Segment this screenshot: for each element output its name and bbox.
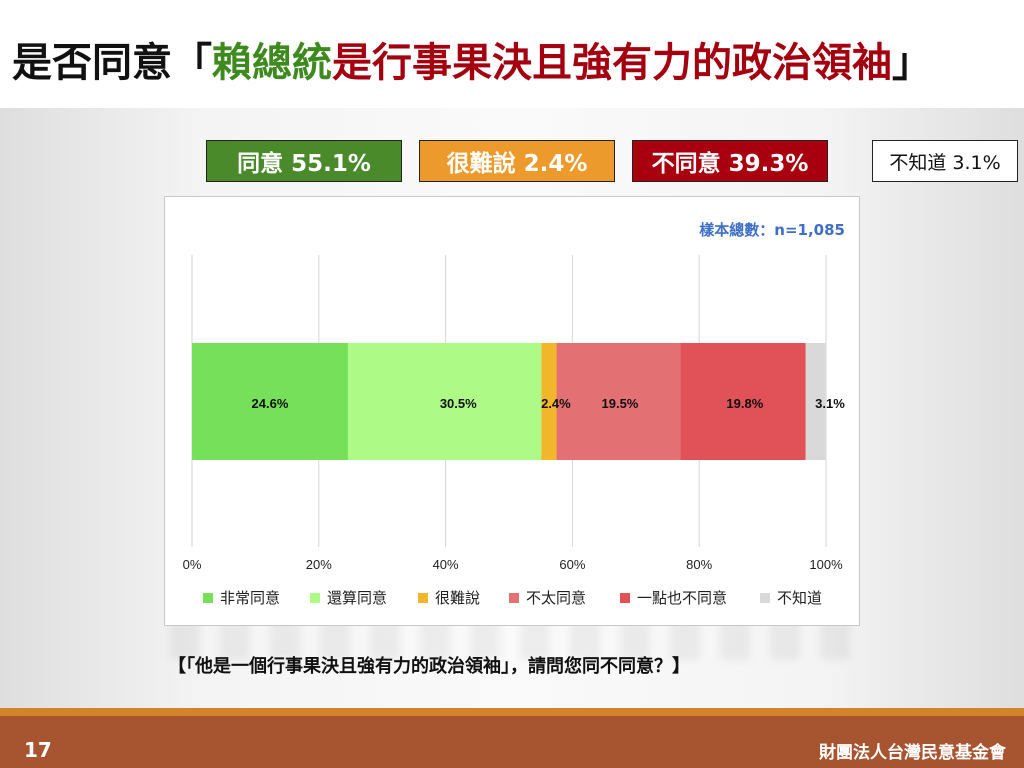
background-watermark bbox=[170, 620, 860, 660]
x-tick-label-2: 40% bbox=[433, 557, 459, 572]
data-label-4: 19.8% bbox=[726, 396, 763, 411]
x-tick-label-1: 20% bbox=[306, 557, 332, 572]
legend-swatch-1 bbox=[310, 593, 320, 603]
title-suffix: 」 bbox=[892, 40, 932, 86]
x-tick-label-5: 100% bbox=[809, 557, 843, 572]
bar-segment-4 bbox=[680, 343, 806, 460]
slide-header: 是否同意「賴總統是行事果決且強有力的政治領袖」 bbox=[0, 0, 1024, 108]
summary-hard-to-say-box: 很難說 2.4% bbox=[419, 140, 615, 182]
summary-unknown-box: 不知道 3.1% bbox=[872, 140, 1018, 182]
bar-segment-1 bbox=[347, 343, 542, 460]
stacked-bar-chart: 0% 20% 40% 60% 80% 100% 24.6% 30.5% 2.4% 19.5% 19.… bbox=[183, 255, 845, 607]
x-tick-label-3: 60% bbox=[559, 557, 585, 572]
summary-disagree-box: 不同意 39.3% bbox=[632, 140, 828, 182]
bar-segment-5 bbox=[805, 343, 826, 460]
page-number: 17 bbox=[24, 738, 52, 762]
title-prefix: 是否同意「 bbox=[12, 40, 212, 86]
legend-swatch-5 bbox=[760, 593, 770, 603]
bar-segment-0 bbox=[192, 343, 348, 460]
legend-label-4: 一點也不同意 bbox=[637, 589, 727, 607]
legend-swatch-2 bbox=[418, 593, 428, 603]
organization-name: 財團法人台灣民意基金會 bbox=[819, 743, 1006, 763]
legend-swatch-4 bbox=[620, 593, 630, 603]
data-label-3: 19.5% bbox=[602, 396, 639, 411]
data-label-0: 24.6% bbox=[252, 396, 289, 411]
x-tick-label-4: 80% bbox=[686, 557, 712, 572]
title-highlight-red: 是行事果決且強有力的政治領袖 bbox=[332, 40, 892, 86]
x-tick-label-0: 0% bbox=[183, 557, 202, 572]
title-highlight-green: 賴總統 bbox=[212, 40, 332, 86]
slide-footer: 17 財團法人台灣民意基金會 bbox=[0, 708, 1024, 768]
data-label-5: 3.1% bbox=[815, 396, 845, 411]
legend-label-1: 還算同意 bbox=[327, 589, 387, 607]
summary-agree-box: 同意 55.1% bbox=[206, 140, 402, 182]
survey-question: 【「他是一個行事果決且強有力的政治領袖」，請問您同不同意？】 bbox=[168, 656, 690, 677]
legend-swatch-0 bbox=[203, 593, 213, 603]
bar-segment-3 bbox=[556, 343, 681, 460]
slide-title: 是否同意「賴總統是行事果決且強有力的政治領袖」 bbox=[12, 30, 932, 88]
data-label-2: 2.4% bbox=[541, 396, 571, 411]
legend-label-3: 不太同意 bbox=[526, 589, 586, 607]
legend-label-2: 很難說 bbox=[435, 589, 480, 607]
legend-label-0: 非常同意 bbox=[220, 589, 280, 607]
chart-panel: 樣本總數：n=1,085 0% 20% 40% 60% 80% 100% 24.6% 30.5… bbox=[164, 196, 860, 626]
bar-segment-2 bbox=[541, 343, 557, 460]
legend-label-5: 不知道 bbox=[777, 589, 822, 607]
data-label-1: 30.5% bbox=[440, 396, 477, 411]
legend-swatch-3 bbox=[509, 593, 519, 603]
sample-size-note: 樣本總數：n=1,085 bbox=[699, 221, 845, 239]
